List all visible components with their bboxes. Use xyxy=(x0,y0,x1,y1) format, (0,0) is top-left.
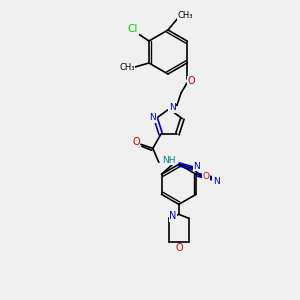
Text: O: O xyxy=(202,172,209,181)
Text: N: N xyxy=(169,103,176,112)
Text: CH₃: CH₃ xyxy=(119,62,135,71)
Text: O: O xyxy=(187,76,195,86)
Text: N: N xyxy=(194,162,200,171)
Text: O: O xyxy=(175,243,183,253)
Text: Cl: Cl xyxy=(128,24,138,34)
Text: NH: NH xyxy=(162,156,175,165)
Text: N: N xyxy=(149,113,156,122)
Text: O: O xyxy=(132,137,140,147)
Text: N: N xyxy=(213,177,220,186)
Text: CH₃: CH₃ xyxy=(177,11,193,20)
Text: N: N xyxy=(169,211,176,221)
